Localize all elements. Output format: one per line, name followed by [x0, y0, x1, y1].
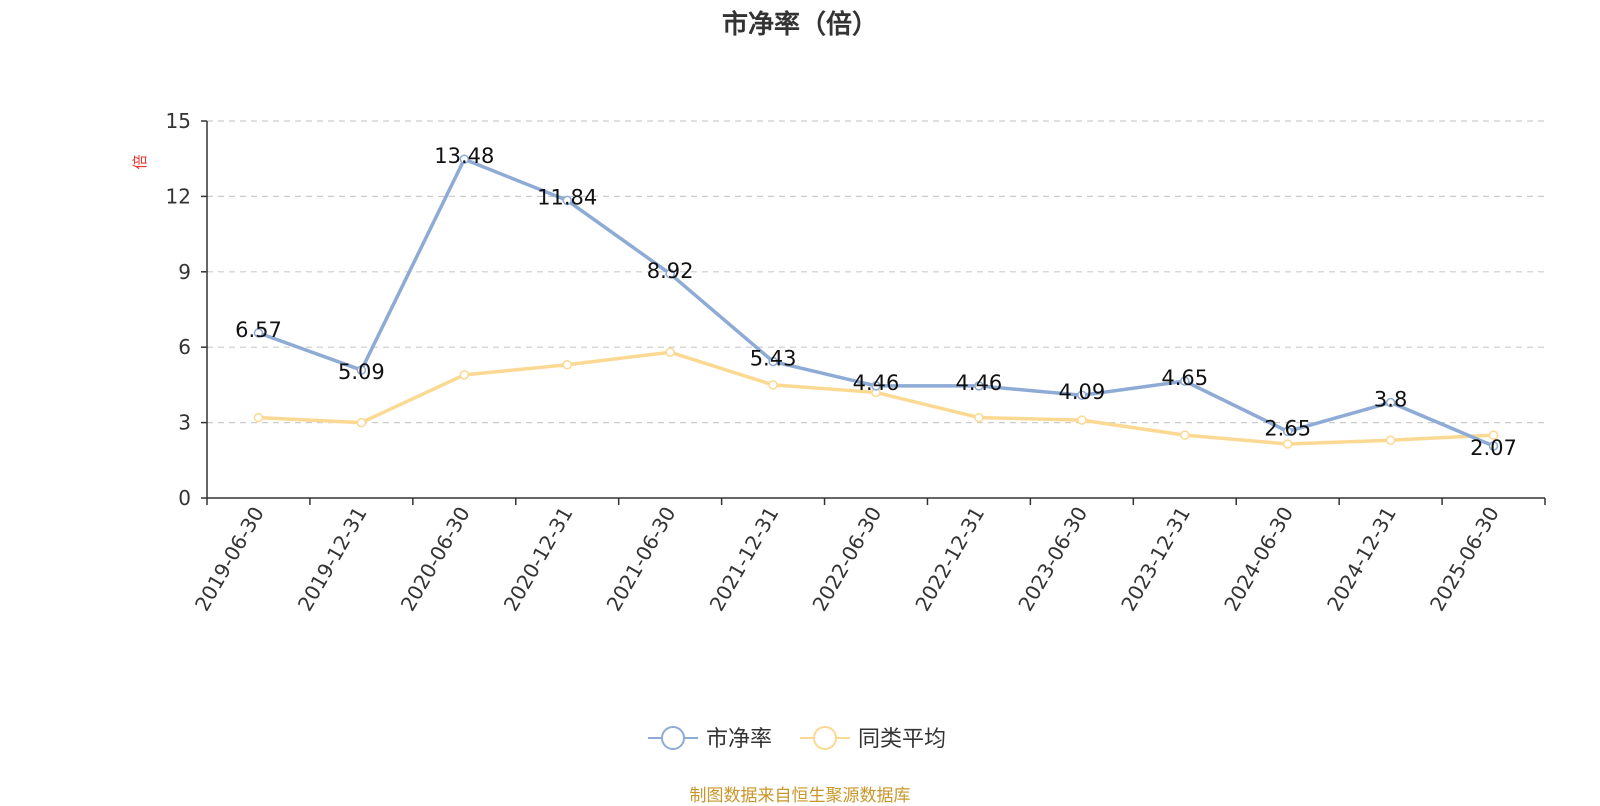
data-point[interactable]	[665, 269, 675, 279]
data-label: 4.46	[956, 371, 1003, 395]
x-tick-label: 2019-06-30	[190, 503, 269, 616]
legend-marker-1	[661, 726, 685, 750]
x-tick-label: 2023-06-30	[1013, 503, 1092, 616]
data-label: 2.65	[1264, 416, 1311, 440]
data-point[interactable]	[1282, 426, 1293, 437]
x-tick-label: 2021-12-31	[705, 503, 784, 616]
legend-label-2[interactable]: 同类平均	[858, 727, 946, 752]
legend-marker-2	[813, 726, 837, 750]
data-label: 4.09	[1058, 380, 1105, 404]
data-point[interactable]	[459, 154, 470, 164]
data-point[interactable]	[562, 360, 572, 370]
data-label: 5.09	[338, 360, 385, 384]
series-group	[253, 154, 1499, 451]
legend-label-1[interactable]: 市净率	[706, 727, 772, 752]
y-tick-label: 15	[166, 109, 191, 133]
series-line-1	[257, 157, 1495, 448]
x-tick-label: 2025-06-30	[1425, 503, 1504, 616]
legend[interactable]: 市净率 同类平均	[648, 726, 946, 752]
data-label: 11.84	[537, 185, 597, 209]
data-point[interactable]	[974, 381, 984, 391]
x-tick-label: 2019-12-31	[293, 503, 372, 616]
data-point[interactable]	[1077, 390, 1087, 400]
data-labels: 6.57 5.09 13.48 11.84 8.92 5.43 4.46 4.46 4.09 4.…	[235, 144, 1517, 460]
y-tick-label: 6	[178, 335, 191, 359]
y-axis-unit-label: 倍	[131, 154, 149, 169]
data-point[interactable]	[253, 328, 264, 338]
data-point[interactable]	[1180, 376, 1190, 386]
data-point[interactable]	[1282, 439, 1293, 449]
data-point[interactable]	[974, 412, 984, 423]
data-point[interactable]	[768, 380, 778, 390]
data-point[interactable]	[665, 347, 675, 357]
data-label: 4.65	[1161, 366, 1208, 390]
x-tick-label: 2024-12-31	[1322, 503, 1401, 616]
data-point[interactable]	[1180, 430, 1190, 440]
data-label: 3.8	[1374, 387, 1407, 411]
x-tick-label: 2022-06-30	[807, 503, 886, 616]
x-tick-label: 2021-06-30	[602, 503, 681, 616]
y-tick-label: 12	[166, 184, 191, 208]
data-point[interactable]	[768, 356, 778, 367]
data-point[interactable]	[1385, 435, 1396, 445]
source-note: 制图数据来自恒生聚源数据库	[689, 786, 911, 806]
data-point[interactable]	[356, 365, 367, 375]
data-label: 13.48	[434, 144, 494, 168]
x-tick-label: 2022-12-31	[910, 503, 989, 616]
data-label: 2.07	[1470, 436, 1517, 460]
x-tick-label: 2020-06-30	[396, 503, 475, 616]
data-point[interactable]	[459, 370, 470, 380]
y-tick-label: 3	[178, 411, 191, 435]
data-point[interactable]	[1077, 415, 1087, 425]
data-label: 4.46	[853, 371, 900, 395]
data-label: 6.57	[235, 318, 282, 342]
data-point[interactable]	[1488, 441, 1499, 451]
x-tick-label: 2020-12-31	[499, 503, 578, 616]
data-point[interactable]	[562, 195, 572, 206]
chart-title: 市净率（倍）	[721, 10, 878, 40]
data-label: 8.92	[647, 259, 694, 283]
data-point[interactable]	[1385, 397, 1396, 408]
data-point[interactable]	[1488, 430, 1499, 440]
data-point[interactable]	[253, 412, 264, 423]
data-point[interactable]	[871, 381, 881, 391]
x-tick-label: 2023-12-31	[1116, 503, 1195, 616]
y-tick-label: 0	[178, 486, 191, 510]
data-point[interactable]	[356, 417, 367, 428]
y-tick-label: 9	[178, 260, 191, 284]
x-tick-label: 2024-06-30	[1219, 503, 1298, 616]
data-label: 5.43	[750, 347, 797, 371]
